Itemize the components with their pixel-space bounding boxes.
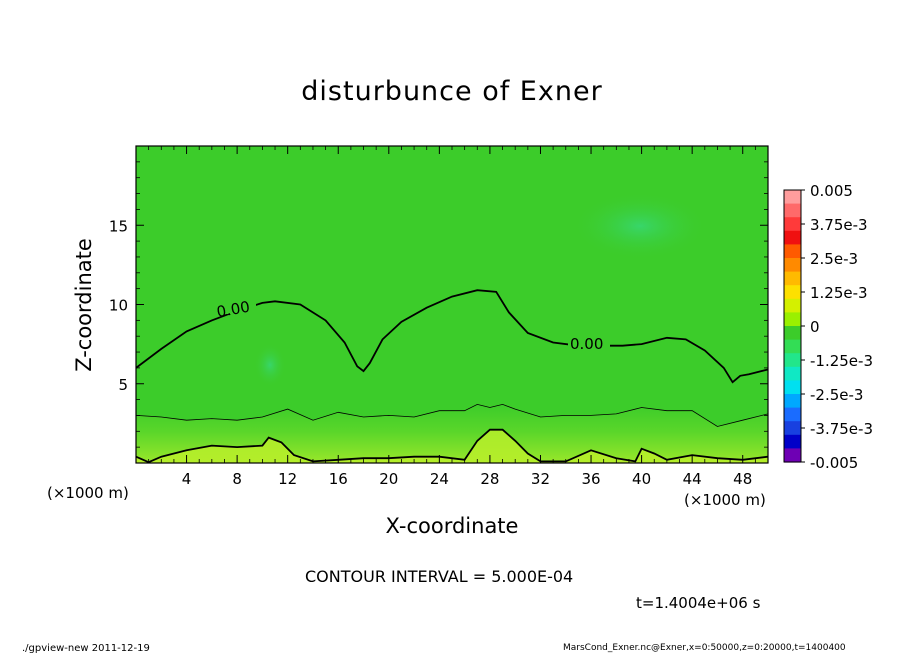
colorbar-tick-label: 3.75e-3 — [810, 216, 868, 234]
colorbar-tick-label: -2.5e-3 — [810, 386, 863, 404]
colorbar-swatch — [784, 271, 801, 286]
colorbar-tick-label: 2.5e-3 — [810, 250, 858, 268]
x-tick-label: 32 — [531, 470, 550, 488]
y-axis: 5 10 15 — [109, 161, 768, 448]
colorbar-swatch — [784, 407, 801, 422]
x-tick-label: 44 — [683, 470, 702, 488]
positive-band-fill — [136, 404, 768, 463]
positive-contour-line — [136, 403, 768, 427]
colorbar-tick-label: -1.25e-3 — [810, 352, 873, 370]
colorbar-swatch — [784, 421, 801, 436]
contour-label: 0.00 — [570, 335, 603, 353]
x-unit-right: (×1000 m) — [684, 491, 766, 509]
x-tick-label: 24 — [430, 470, 449, 488]
colorbar-swatch — [784, 394, 801, 409]
colorbar-swatch — [784, 258, 801, 273]
colorbar-swatch — [784, 203, 801, 218]
contour-label-bg — [214, 298, 256, 314]
colorbar-tick-label: -0.005 — [810, 454, 858, 472]
colorbar-swatch — [784, 380, 801, 395]
colorbar-swatch — [784, 217, 801, 232]
colorbar-swatch — [784, 353, 801, 368]
x-axis-label: X-coordinate — [385, 514, 519, 538]
colorbar-tick-label: 0.005 — [810, 182, 853, 200]
x-tick-label: 16 — [329, 470, 348, 488]
footer-right: MarsCond_Exner.nc@Exner,x=0:50000,z=0:20… — [563, 643, 846, 653]
colorbar: 0.005 3.75e-3 2.5e-3 1.25e-3 0 -1.25e-3 -2.5e-… — [783, 182, 873, 472]
negative-anomaly-region — [572, 192, 708, 260]
x-tick-label: 20 — [379, 470, 398, 488]
colorbar-swatch — [784, 434, 801, 449]
time-stamp: t=1.4004e+06 s — [636, 594, 761, 612]
footer-left: ./gpview-new 2011-12-19 — [22, 643, 150, 654]
chart-title: disturbunce of Exner — [301, 76, 603, 107]
colorbar-swatch — [784, 366, 801, 381]
colorbar-swatch — [784, 326, 801, 341]
contour-label-bg — [568, 334, 610, 350]
colorbar-swatch — [784, 339, 801, 354]
y-axis-label: Z-coordinate — [72, 238, 96, 372]
x-axis: 4 8 12 16 20 24 28 32 36 40 44 48 — [148, 146, 756, 488]
colorbar-swatch — [784, 312, 801, 327]
x-tick-label: 4 — [182, 470, 192, 488]
x-tick-label: 8 — [232, 470, 242, 488]
colorbar-tick-label: 0 — [810, 318, 820, 336]
colorbar-swatch — [784, 285, 801, 300]
y-tick-label: 15 — [109, 217, 128, 235]
colorbar-swatch — [784, 448, 801, 463]
colorbar-swatch — [784, 244, 801, 259]
contour-interval-text: CONTOUR INTERVAL = 5.000E-04 — [305, 567, 574, 586]
colorbar-tick-label: -3.75e-3 — [810, 420, 873, 438]
x-tick-label: 48 — [733, 470, 752, 488]
x-tick-label: 28 — [480, 470, 499, 488]
x-unit-left: (×1000 m) — [47, 484, 129, 502]
y-tick-label: 10 — [109, 297, 128, 315]
x-tick-label: 12 — [278, 470, 297, 488]
colorbar-swatch — [784, 230, 801, 245]
contour-label: 0.00 — [215, 298, 251, 322]
colorbar-tick-label: 1.25e-3 — [810, 284, 868, 302]
x-tick-label: 36 — [581, 470, 600, 488]
y-tick-label: 5 — [118, 376, 128, 394]
colorbar-swatch — [784, 298, 801, 313]
negative-anomaly-region — [254, 343, 286, 387]
bottom-contour-line — [136, 428, 768, 463]
zero-contour-line — [136, 289, 768, 384]
colorbar-swatch — [784, 190, 801, 205]
x-tick-label: 40 — [632, 470, 651, 488]
